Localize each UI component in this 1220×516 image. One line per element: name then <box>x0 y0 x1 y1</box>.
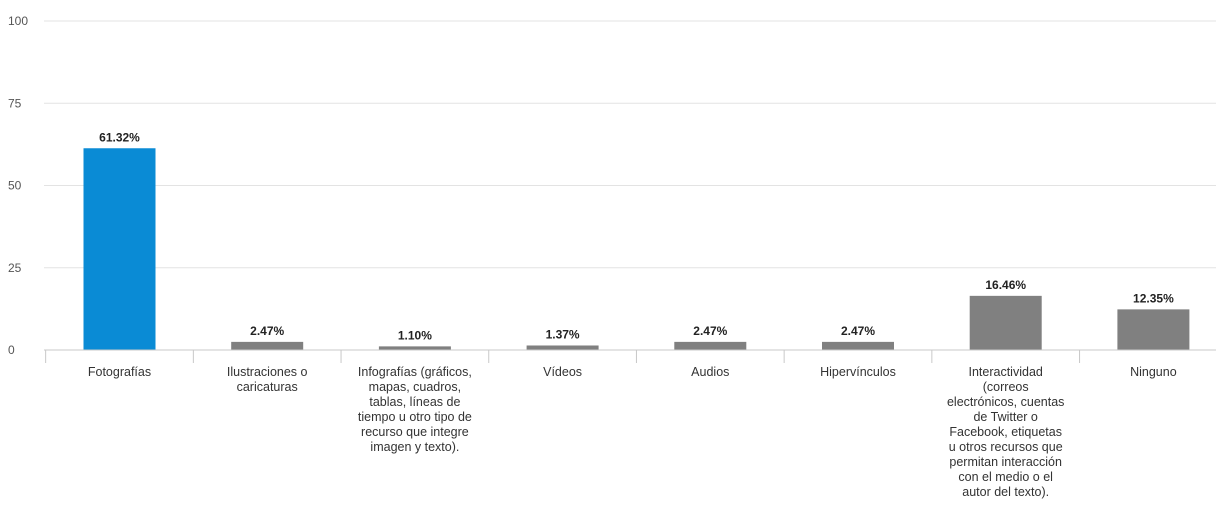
bar-value-label: 1.10% <box>398 328 432 342</box>
x-category-label: Vídeos <box>543 365 583 379</box>
bar <box>822 341 894 350</box>
bar <box>969 295 1042 350</box>
x-category-label: Ilustraciones o caricaturas <box>226 365 308 394</box>
bar-value-label: 2.47% <box>250 324 284 338</box>
bar-value-label: 2.47% <box>841 324 875 338</box>
bar <box>231 341 304 350</box>
y-tick-label: 0 <box>8 343 15 357</box>
x-category-label: Ninguno <box>1130 365 1177 379</box>
y-tick-label: 75 <box>8 96 22 110</box>
y-tick-label: 25 <box>8 261 22 275</box>
x-category-label: Infografías (gráficos, mapas, cuadros, t… <box>357 365 472 454</box>
bar-value-label: 1.37% <box>546 327 580 341</box>
bar-value-label: 2.47% <box>693 324 727 338</box>
x-axis <box>44 349 1216 363</box>
y-tick-label: 100 <box>8 14 28 28</box>
bars <box>83 148 1190 350</box>
bar <box>83 148 156 350</box>
y-tick-label: 50 <box>8 179 22 193</box>
x-category-label: Hipervínculos <box>820 365 896 379</box>
bar-value-label: 12.35% <box>1133 291 1174 305</box>
bar-value-labels: 61.32% 2.47% 1.10% 1.37% 2.47% 2.47% 16.46% 12.… <box>99 130 1174 342</box>
y-axis-tick-labels: 0 25 50 75 100 <box>8 14 28 357</box>
x-category-label: Fotografías <box>87 365 152 379</box>
bar-value-label: 16.46% <box>985 278 1026 292</box>
bar-value-label: 61.32% <box>99 130 140 144</box>
bar <box>378 346 451 350</box>
bar <box>526 345 599 350</box>
gridlines <box>44 20 1216 269</box>
x-category-label: Audios <box>691 365 730 379</box>
x-category-label: Interactividad (correos electrónicos, cu… <box>946 365 1065 499</box>
bar <box>1117 309 1190 350</box>
bar <box>674 341 747 350</box>
